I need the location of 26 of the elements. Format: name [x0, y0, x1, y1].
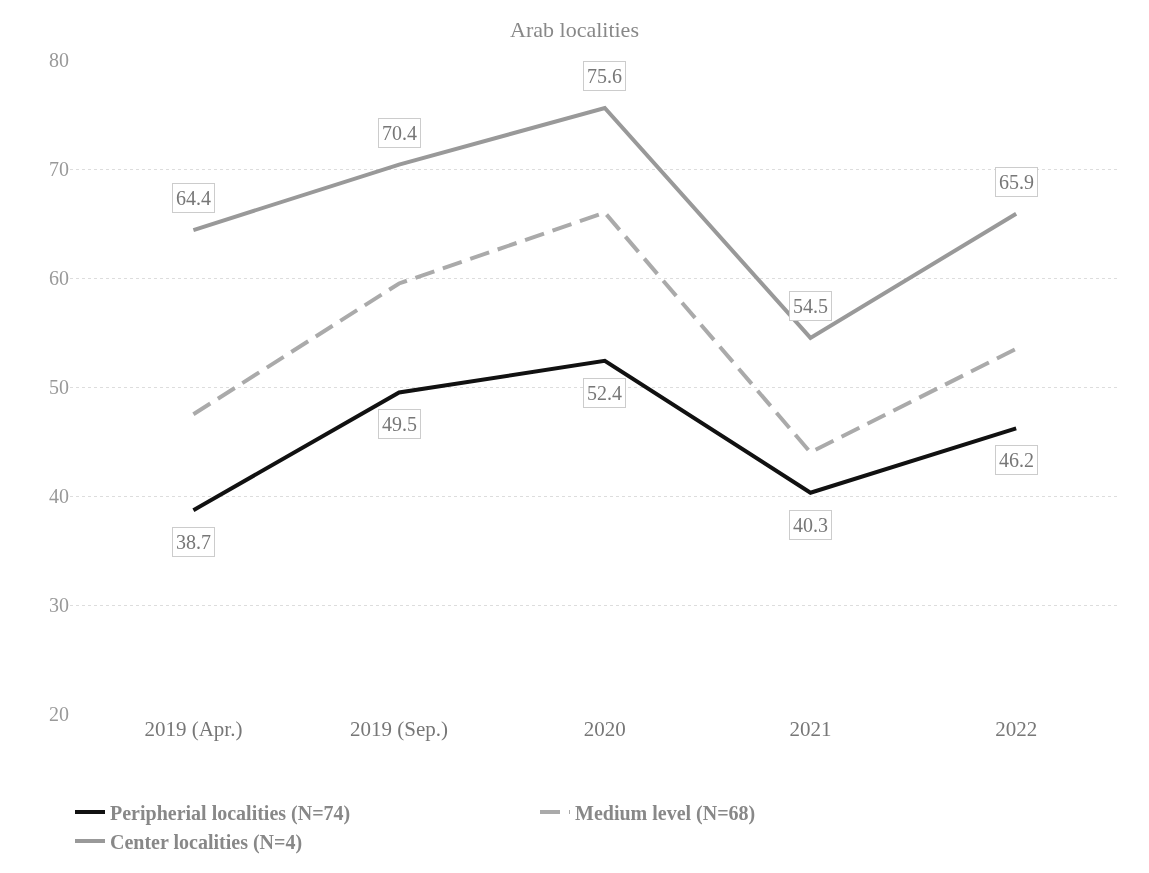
y-tick-label: 50 [49, 376, 69, 398]
legend-label: Peripherial localities (N=74) [110, 801, 351, 825]
chart-title: Arab localities [510, 17, 639, 43]
x-tick-label: 2021 [789, 717, 832, 741]
data-label: 38.7 [176, 531, 211, 553]
data-label: 64.4 [176, 187, 211, 209]
x-tick-label: 2019 (Sep.) [350, 717, 449, 741]
x-tick-label: 2020 [583, 717, 626, 741]
data-label: 54.5 [793, 295, 828, 317]
x-tick-label: 2019 (Apr.) [144, 717, 243, 741]
data-label: 46.2 [999, 449, 1034, 471]
y-tick-label: 40 [49, 485, 69, 507]
data-label: 40.3 [793, 514, 828, 536]
legend-label: Center localities (N=4) [110, 830, 303, 854]
data-label: 65.9 [999, 171, 1034, 193]
y-tick-label: 70 [49, 158, 69, 180]
y-tick-label: 30 [49, 594, 69, 616]
data-label: 70.4 [382, 122, 417, 144]
data-label: 52.4 [587, 382, 622, 404]
y-tick-label: 60 [49, 267, 69, 289]
y-tick-label: 20 [49, 703, 69, 725]
legend-label: Medium level (N=68) [575, 801, 756, 825]
x-tick-label: 2022 [995, 717, 1038, 741]
data-label: 75.6 [587, 65, 622, 87]
data-label: 49.5 [382, 413, 417, 435]
y-tick-label: 80 [49, 49, 69, 71]
